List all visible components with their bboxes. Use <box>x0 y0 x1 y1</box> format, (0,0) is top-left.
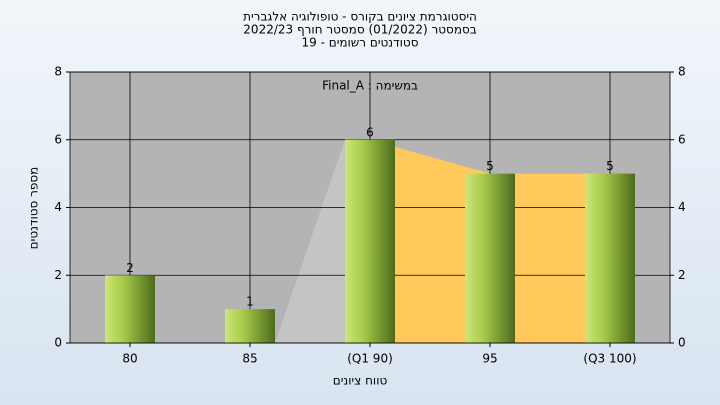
y-tick-label: 4 <box>54 200 62 214</box>
chart-subtitle: בסמסטר (01/2022) סמסטר חורף 2022/23 <box>243 23 476 37</box>
value-label: 5 <box>606 159 614 173</box>
bar <box>585 173 635 343</box>
value-label: 2 <box>126 261 134 275</box>
x-axis-label: טווח ציונים <box>333 374 388 388</box>
x-tick-label: 95 <box>482 352 497 366</box>
bar <box>225 309 275 343</box>
chart-title: היסטוגרמת ציונים בקורס - טופולוגיה אלגבר… <box>243 10 477 24</box>
y2-tick-label: 8 <box>678 65 686 79</box>
y-tick-label: 8 <box>54 65 62 79</box>
bar <box>105 275 155 343</box>
x-tick-label: 85 <box>242 352 257 366</box>
x-tick-label: (Q1 90) <box>347 352 393 366</box>
value-label: 6 <box>366 125 374 139</box>
y-tick-label: 2 <box>54 268 62 282</box>
y2-tick-label: 2 <box>678 268 686 282</box>
chart-subtitle: סטודנטים רשומים - 19 <box>301 36 418 50</box>
bar <box>465 173 515 343</box>
y2-tick-label: 6 <box>678 132 686 146</box>
y-axis-label: מספר סטודנטים <box>27 167 41 250</box>
x-tick-label: (Q3 100) <box>583 352 636 366</box>
y-tick-label: 6 <box>54 132 62 146</box>
x-tick-label: 80 <box>122 352 137 366</box>
value-label: 1 <box>246 295 254 309</box>
plot-border <box>69 71 671 344</box>
y2-tick-label: 4 <box>678 200 686 214</box>
y2-tick-label: 0 <box>678 336 686 350</box>
bar <box>345 139 395 343</box>
y-tick-label: 0 <box>54 336 62 350</box>
value-label: 5 <box>486 159 494 173</box>
